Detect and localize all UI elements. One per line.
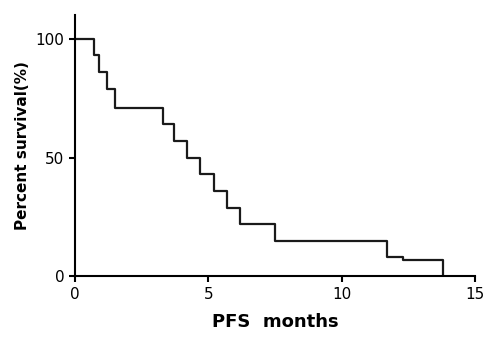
X-axis label: PFS  months: PFS months <box>212 313 338 331</box>
Y-axis label: Percent survival(%): Percent survival(%) <box>15 61 30 230</box>
